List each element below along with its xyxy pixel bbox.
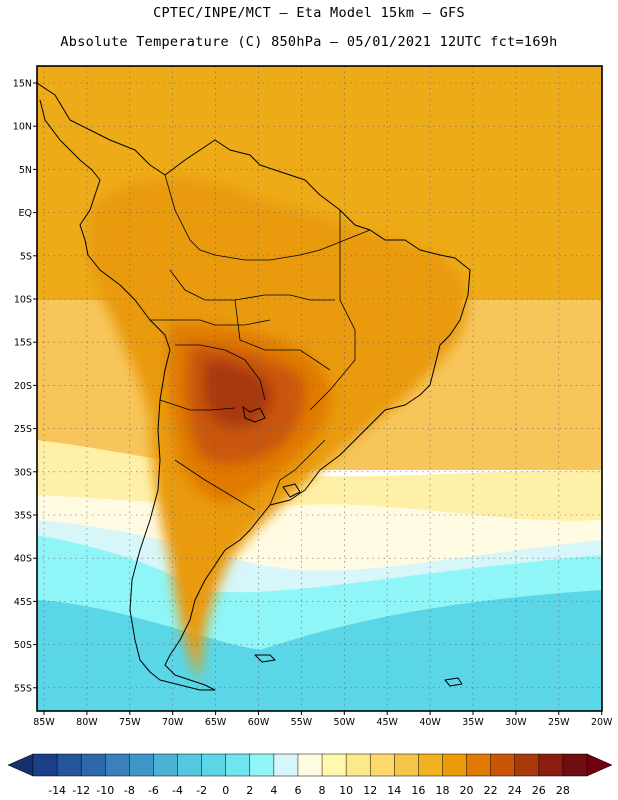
latitude-label: 20S xyxy=(14,381,32,392)
colorbar-swatch xyxy=(153,753,179,777)
colorbar-swatch xyxy=(321,753,347,777)
colorbar-tick-label: 28 xyxy=(556,784,570,797)
colorbar-low-arrow xyxy=(7,753,34,777)
colorbar-swatch xyxy=(466,753,492,777)
colorbar-tick-label: 8 xyxy=(319,784,326,797)
latitude-label: 15N xyxy=(13,79,32,90)
ocean-band-deep xyxy=(37,590,602,711)
colorbar-swatch xyxy=(80,753,106,777)
temperature-field xyxy=(37,66,602,711)
latitude-label: 45S xyxy=(14,597,32,608)
latitude-label: 40S xyxy=(14,554,32,565)
latitude-label: EQ xyxy=(19,208,32,219)
latitude-label: 10N xyxy=(13,122,32,133)
longitude-label: 75W xyxy=(119,717,141,728)
colorbar-tick-label: 16 xyxy=(411,784,425,797)
colorbar-tick-label: 2 xyxy=(246,784,253,797)
latitude-label: 30S xyxy=(14,467,32,478)
colorbar-swatch xyxy=(249,753,275,777)
latitude-label: 50S xyxy=(14,640,32,651)
longitude-label: 70W xyxy=(162,717,184,728)
colorbar-tick-label: 14 xyxy=(387,784,401,797)
longitude-axis: 85W 80W 75W 70W 65W 60W 55W 50W 45W 40W 35W 30W 25W 2… xyxy=(33,711,613,728)
colorbar-swatch xyxy=(442,753,468,777)
latitude-axis: 15N 10N 5N EQ 5S 10S 15S 20S 25S 30S 35S 40S 45S 50S 5… xyxy=(13,79,37,694)
colorbar-swatch xyxy=(32,753,58,777)
longitude-label: 50W xyxy=(334,717,356,728)
latitude-label: 55S xyxy=(14,683,32,694)
colorbar-tick-label: 6 xyxy=(294,784,301,797)
colorbar-tick-label: 18 xyxy=(435,784,449,797)
colorbar-tick-label: -14 xyxy=(48,784,66,797)
colorbar-tick-label: 10 xyxy=(339,784,353,797)
longitude-label: 45W xyxy=(376,717,398,728)
colorbar-tick-label: 26 xyxy=(532,784,546,797)
map-title-line2: Absolute Temperature (C) 850hPa – 05/01/… xyxy=(60,34,558,50)
colorbar-tick-label: 12 xyxy=(363,784,377,797)
colorbar-tick-label: 22 xyxy=(484,784,498,797)
colorbar-tick-label: 4 xyxy=(270,784,277,797)
colorbar-tick-label: -6 xyxy=(148,784,159,797)
longitude-label: 35W xyxy=(462,717,484,728)
colorbar-swatch xyxy=(490,753,516,777)
longitude-label: 25W xyxy=(548,717,570,728)
longitude-label: 65W xyxy=(205,717,227,728)
country-borders xyxy=(150,174,371,511)
map-frame xyxy=(36,65,603,712)
colorbar-swatch xyxy=(369,753,395,777)
colorbar-swatch xyxy=(225,753,251,777)
latitude-label: 5S xyxy=(20,251,32,262)
colorbar-tick-label: -2 xyxy=(196,784,207,797)
latitude-label: 15S xyxy=(14,338,32,349)
colorbar-swatch xyxy=(273,753,299,777)
latitude-label: 35S xyxy=(14,511,32,522)
colorbar-swatch xyxy=(394,753,420,777)
colorbar-tick-label: 24 xyxy=(508,784,522,797)
colorbar-swatch xyxy=(418,753,444,777)
longitude-label: 20W xyxy=(591,717,613,728)
colorbar-tick-label: -10 xyxy=(96,784,114,797)
colorbar xyxy=(7,753,613,777)
colorbar-swatch xyxy=(297,753,323,777)
colorbar-tick-label: -8 xyxy=(124,784,135,797)
longitude-label: 80W xyxy=(76,717,98,728)
colorbar-tick-label: -4 xyxy=(172,784,183,797)
colorbar-high-arrow xyxy=(586,753,613,777)
colorbar-swatch xyxy=(56,753,82,777)
longitude-label: 55W xyxy=(291,717,313,728)
colorbar-swatch xyxy=(514,753,540,777)
colorbar-swatch xyxy=(562,753,588,777)
longitude-label: 60W xyxy=(248,717,270,728)
colorbar-swatch xyxy=(129,753,155,777)
colorbar-tick-label: 20 xyxy=(460,784,474,797)
colorbar-tick-label: -12 xyxy=(72,784,90,797)
colorbar-swatch xyxy=(538,753,564,777)
longitude-label: 30W xyxy=(505,717,527,728)
colorbar-swatch xyxy=(345,753,371,777)
latitude-label: 5N xyxy=(19,165,32,176)
coastline xyxy=(37,82,471,691)
longitude-label: 40W xyxy=(419,717,441,728)
colorbar-tick-labels: -14 -12 -10 -8 -6 -4 -2 0 2 4 6 8 10 12 14 16 18 20 22 24 26… xyxy=(48,784,570,797)
colorbar-swatch xyxy=(177,753,203,777)
colorbar-swatch xyxy=(201,753,227,777)
colorbar-tick-label: 0 xyxy=(222,784,229,797)
latitude-label: 10S xyxy=(14,295,32,306)
map-title-line1: CPTEC/INPE/MCT – Eta Model 15km – GFS xyxy=(153,5,465,21)
latitude-label: 25S xyxy=(14,424,32,435)
colorbar-swatch xyxy=(105,753,130,777)
longitude-label: 85W xyxy=(33,717,55,728)
